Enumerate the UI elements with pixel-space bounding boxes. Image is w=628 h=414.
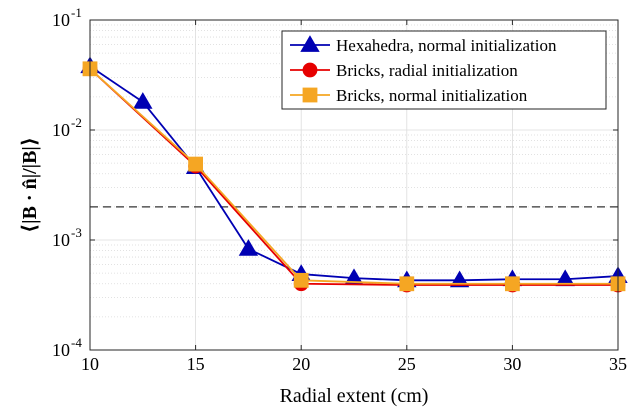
square-marker — [302, 87, 318, 103]
legend-item-3: Bricks, normal initialization — [290, 86, 528, 105]
x-tick-label: 10 — [81, 354, 99, 374]
series-line — [89, 68, 618, 285]
legend-item-1: Hexahedra, normal initialization — [290, 35, 557, 55]
y-tick-label-base: 10 — [52, 340, 70, 360]
triangle-marker — [300, 35, 320, 52]
triangle-marker — [238, 239, 259, 256]
legend-box — [281, 30, 607, 110]
y-axis-label: ⟨|B · n̂|/|B|⟩ — [19, 137, 41, 233]
series-line — [89, 68, 618, 286]
square-marker — [188, 156, 204, 172]
x-tick-label: 20 — [292, 354, 310, 374]
x-tick-label: 15 — [187, 354, 205, 374]
circle-marker — [302, 62, 318, 78]
legend-label: Bricks, radial initialization — [336, 61, 518, 80]
y-tick-label-exponent: -1 — [71, 5, 82, 20]
square-marker — [504, 276, 520, 292]
legend: Hexahedra, normal initialization Bricks, … — [281, 30, 607, 110]
y-tick-label-exponent: -4 — [71, 335, 82, 350]
y-tick-label-base: 10 — [52, 10, 70, 30]
x-tick-label: 30 — [503, 354, 521, 374]
x-tick-label: 25 — [398, 354, 416, 374]
square-marker — [399, 276, 415, 292]
x-axis-label: Radial extent (cm) — [280, 385, 429, 407]
legend-item-2: Bricks, radial initialization — [290, 61, 518, 80]
legend-label: Bricks, normal initialization — [336, 86, 528, 105]
x-tick-label: 35 — [609, 354, 627, 374]
triangle-marker — [133, 92, 153, 109]
y-tick-label-base: 10 — [52, 230, 70, 250]
legend-label: Hexahedra, normal initialization — [336, 36, 557, 55]
y-tick-label-exponent: -2 — [71, 115, 82, 130]
y-tick-label-base: 10 — [52, 120, 70, 140]
y-tick-label-exponent: -3 — [71, 225, 82, 240]
plot-frame — [89, 19, 619, 351]
square-marker — [293, 272, 309, 288]
